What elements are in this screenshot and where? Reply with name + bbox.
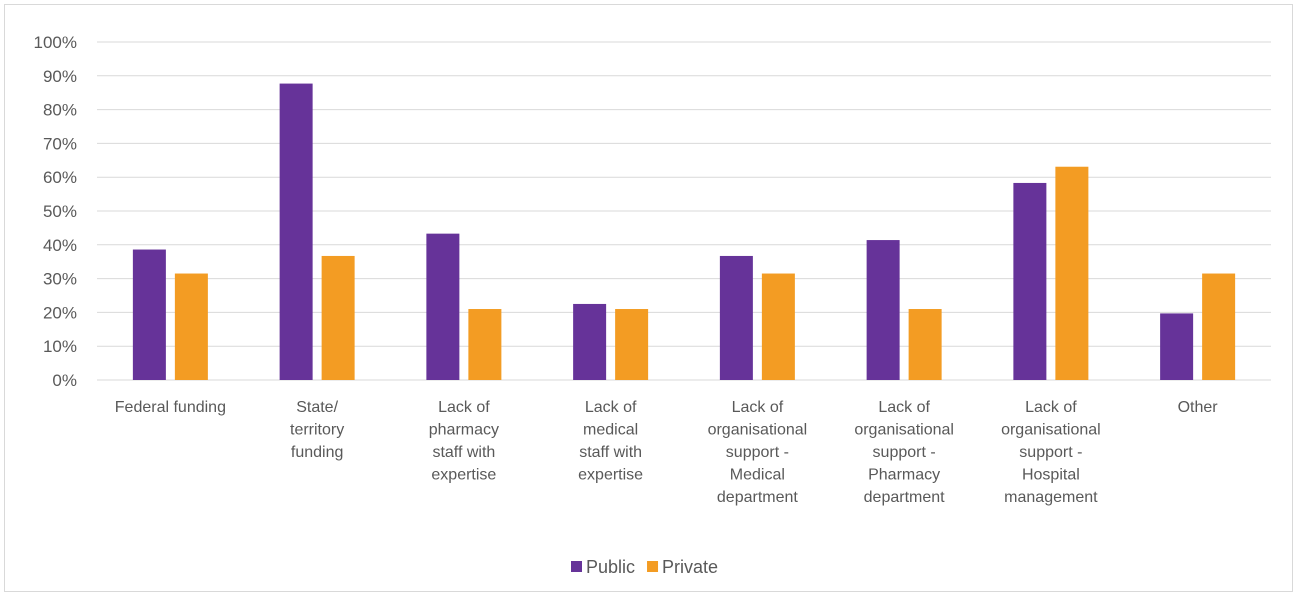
y-tick-label: 30% <box>43 270 77 289</box>
x-tick-label: Lack of pharmacy staff with expertise <box>429 399 499 484</box>
x-tick-label: Lack of organisational support -Hospital ma… <box>1001 399 1101 506</box>
y-tick-label: 0% <box>52 371 77 390</box>
x-tick-label: Other <box>1178 399 1219 416</box>
legend-label-private: Private <box>662 557 718 577</box>
y-tick-label: 90% <box>43 67 77 86</box>
y-tick-label: 50% <box>43 202 77 221</box>
bar-private <box>1055 166 1089 380</box>
x-tick-label: State/territory funding <box>290 399 344 461</box>
y-tick-label: 60% <box>43 168 77 187</box>
bar-private <box>908 309 942 380</box>
gridlines <box>97 41 1271 381</box>
legend-label-public: Public <box>586 557 635 577</box>
bar-private <box>321 255 355 380</box>
bar-public <box>279 83 313 380</box>
bar-public <box>426 233 460 380</box>
y-axis-ticks: 0% 10% 20% 30% 40% 50% 60% 70% 80% 90% 100% <box>34 33 77 390</box>
y-tick-label: 80% <box>43 101 77 120</box>
bar-private <box>1202 273 1236 380</box>
y-tick-label: 40% <box>43 236 77 255</box>
x-tick-label: Lack of organisational support -Medical dep… <box>708 399 808 506</box>
y-tick-label: 100% <box>34 33 77 52</box>
legend-swatch-public <box>571 561 582 572</box>
bar-public <box>132 249 166 380</box>
x-tick-label: Federal funding <box>115 399 226 416</box>
bar-public <box>573 303 607 380</box>
bar-private <box>615 309 649 380</box>
x-tick-label: Lack of medical staff with expertise <box>578 399 643 484</box>
legend: Public Private <box>571 557 718 577</box>
bar-public <box>866 240 900 380</box>
bar-public <box>1160 313 1194 380</box>
bar-private <box>761 273 795 380</box>
legend-swatch-private <box>647 561 659 572</box>
bar-public <box>1013 182 1047 380</box>
y-tick-label: 10% <box>43 337 77 356</box>
bar-private <box>468 309 502 380</box>
bar-private <box>174 273 208 380</box>
bar-public <box>719 255 753 380</box>
x-tick-label: Lack of organisational support -Pharmacy de… <box>854 399 954 506</box>
bars <box>132 83 1236 380</box>
x-axis-labels: Federal funding State/territory funding Lac… <box>115 399 1219 506</box>
y-tick-label: 20% <box>43 303 77 322</box>
y-tick-label: 70% <box>43 134 77 153</box>
